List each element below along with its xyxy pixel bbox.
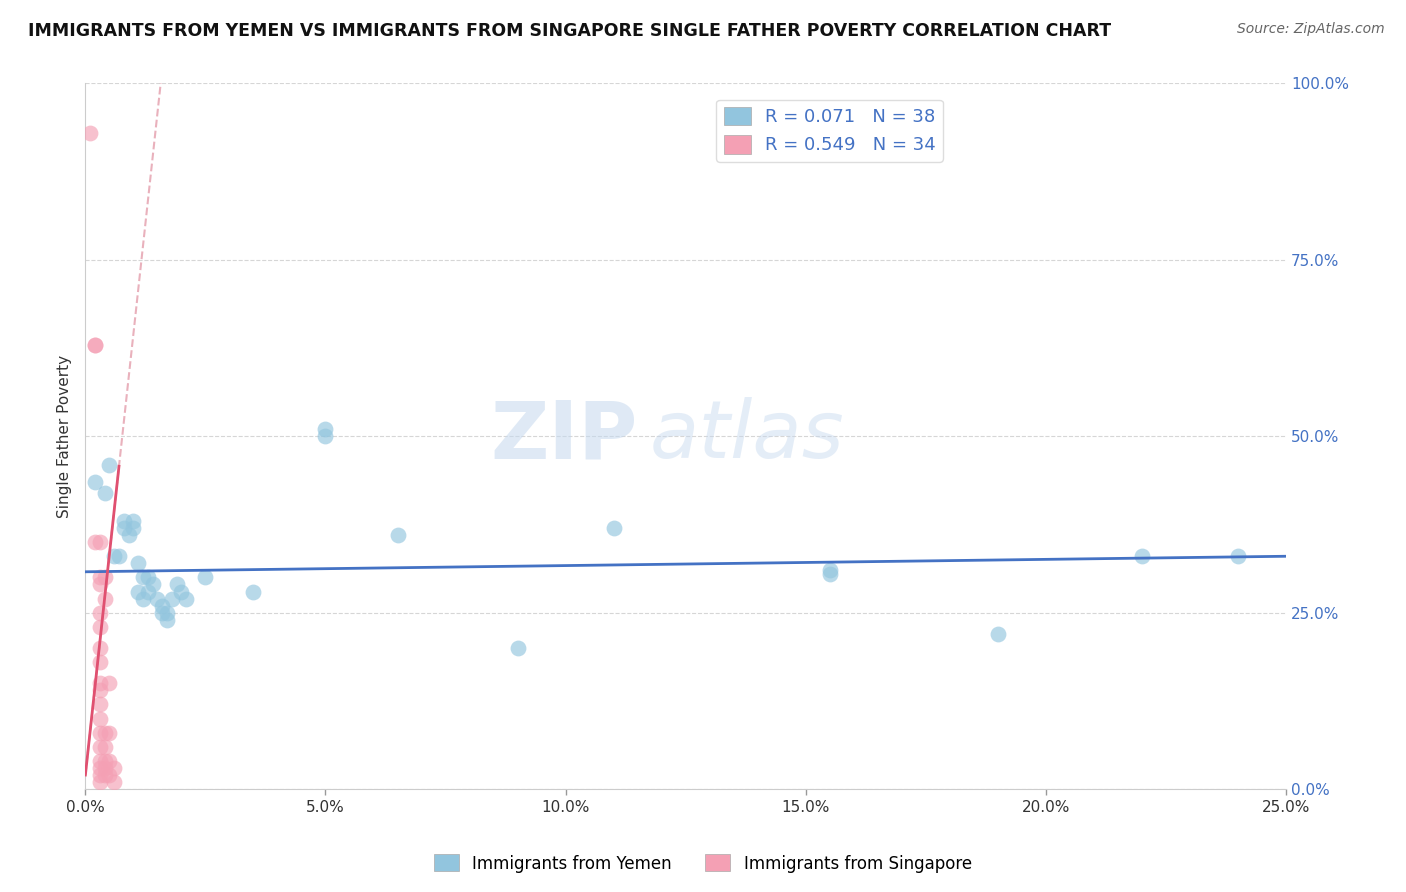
Point	[89, 775, 111, 789]
Point	[112, 514, 135, 528]
Point	[108, 549, 131, 564]
Point	[79, 126, 101, 140]
Point	[117, 528, 139, 542]
Point	[84, 475, 107, 490]
Point	[98, 676, 121, 690]
Point	[89, 570, 111, 584]
Point	[112, 521, 135, 535]
Point	[93, 591, 115, 606]
Point	[122, 521, 145, 535]
Point	[89, 739, 111, 754]
Point	[89, 768, 111, 782]
Text: ZIP: ZIP	[491, 397, 638, 475]
Point	[315, 422, 337, 436]
Point	[89, 535, 111, 549]
Point	[122, 514, 145, 528]
Point	[84, 535, 107, 549]
Point	[136, 584, 159, 599]
Point	[89, 712, 111, 726]
Point	[89, 754, 111, 768]
Point	[103, 761, 125, 775]
Y-axis label: Single Father Poverty: Single Father Poverty	[58, 355, 72, 518]
Text: Source: ZipAtlas.com: Source: ZipAtlas.com	[1237, 22, 1385, 37]
Point	[387, 528, 409, 542]
Point	[1130, 549, 1153, 564]
Point	[987, 627, 1010, 641]
Point	[93, 768, 115, 782]
Legend: R = 0.071   N = 38, R = 0.549   N = 34: R = 0.071 N = 38, R = 0.549 N = 34	[717, 100, 943, 161]
Point	[142, 577, 165, 591]
Point	[156, 606, 179, 620]
Point	[89, 725, 111, 739]
Point	[84, 337, 107, 351]
Point	[89, 640, 111, 655]
Point	[93, 485, 115, 500]
Point	[127, 584, 149, 599]
Point	[98, 458, 121, 472]
Point	[84, 337, 107, 351]
Point	[818, 563, 841, 577]
Point	[194, 570, 217, 584]
Point	[89, 698, 111, 712]
Text: atlas: atlas	[650, 397, 845, 475]
Point	[89, 577, 111, 591]
Point	[93, 754, 115, 768]
Point	[98, 754, 121, 768]
Point	[89, 655, 111, 669]
Point	[156, 613, 179, 627]
Point	[1226, 549, 1249, 564]
Point	[89, 620, 111, 634]
Legend: Immigrants from Yemen, Immigrants from Singapore: Immigrants from Yemen, Immigrants from S…	[427, 847, 979, 880]
Point	[89, 683, 111, 698]
Point	[132, 591, 155, 606]
Point	[174, 591, 197, 606]
Point	[103, 775, 125, 789]
Point	[160, 591, 183, 606]
Point	[242, 584, 264, 599]
Point	[150, 599, 173, 613]
Point	[150, 606, 173, 620]
Point	[315, 429, 337, 443]
Point	[602, 521, 624, 535]
Text: IMMIGRANTS FROM YEMEN VS IMMIGRANTS FROM SINGAPORE SINGLE FATHER POVERTY CORRELA: IMMIGRANTS FROM YEMEN VS IMMIGRANTS FROM…	[28, 22, 1111, 40]
Point	[127, 557, 149, 571]
Point	[93, 761, 115, 775]
Point	[136, 570, 159, 584]
Point	[93, 725, 115, 739]
Point	[166, 577, 188, 591]
Point	[818, 566, 841, 581]
Point	[506, 640, 529, 655]
Point	[93, 739, 115, 754]
Point	[98, 768, 121, 782]
Point	[103, 549, 125, 564]
Point	[89, 761, 111, 775]
Point	[132, 570, 155, 584]
Point	[89, 676, 111, 690]
Point	[146, 591, 169, 606]
Point	[93, 570, 115, 584]
Point	[170, 584, 193, 599]
Point	[89, 606, 111, 620]
Point	[98, 725, 121, 739]
